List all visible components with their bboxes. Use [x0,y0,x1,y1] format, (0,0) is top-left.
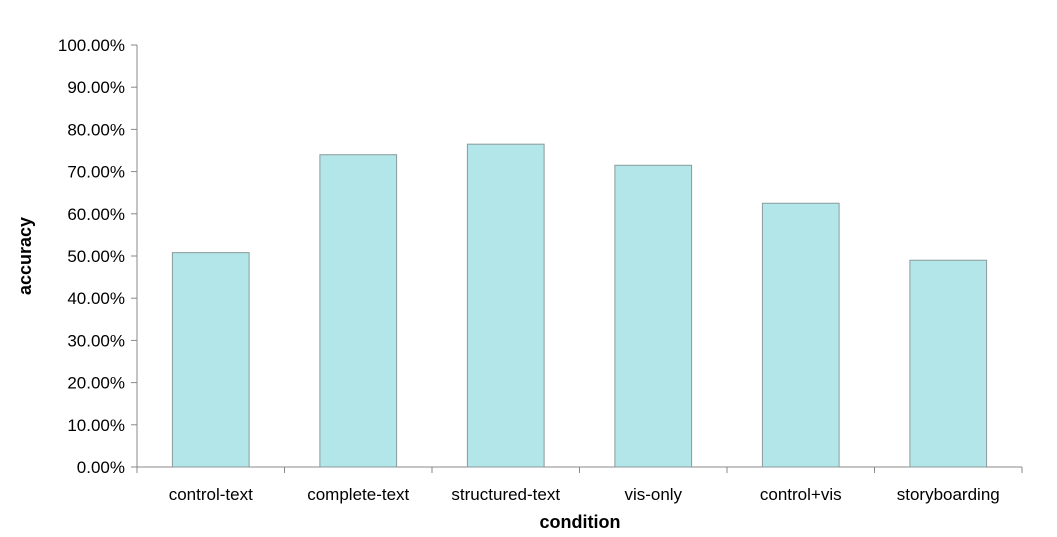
y-tick-label: 50.00% [67,247,125,266]
bar-control-text [171,252,250,468]
x-tick-label: vis-only [624,485,682,504]
y-axis-title: accuracy [15,217,35,295]
x-tick-label: complete-text [307,485,409,504]
y-tick-label: 100.00% [58,36,125,55]
bar-storyboarding [909,259,988,468]
bar-structured-text [466,143,545,468]
bar-vis-only [614,164,693,468]
y-tick-label: 70.00% [67,163,125,182]
bar-control-vis [761,202,840,468]
y-tick-label: 20.00% [67,374,125,393]
x-tick-label: structured-text [451,485,560,504]
x-axis-ticks: control-text complete-text structured-text… [136,467,1023,504]
x-tick-label: control-text [169,485,253,504]
y-tick-label: 60.00% [67,205,125,224]
y-tick-label: 0.00% [77,458,125,477]
y-tick-label: 30.00% [67,331,125,350]
x-tick-label: storyboarding [897,485,1000,504]
axes [136,45,1022,468]
x-tick-label: control+vis [760,485,842,504]
y-axis-ticks: 0.00% 10.00% 20.00% 30.00% 40.00% 50.00% 60.00… [58,36,137,477]
y-tick-label: 10.00% [67,416,125,435]
x-axis-title: condition [540,512,621,532]
bar-complete-text [319,154,398,468]
y-tick-label: 40.00% [67,289,125,308]
y-tick-label: 80.00% [67,120,125,139]
y-tick-label: 90.00% [67,78,125,97]
bars [171,143,988,468]
